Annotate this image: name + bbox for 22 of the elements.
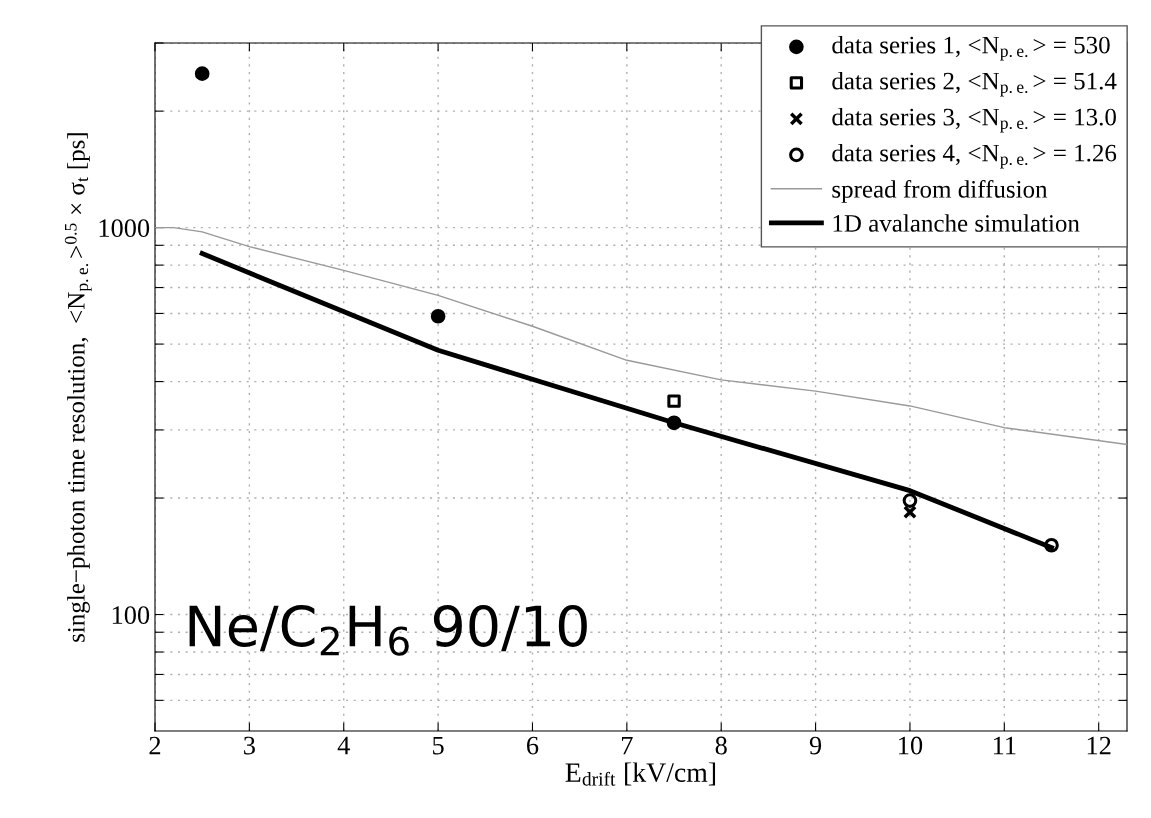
- x-tick-label: 6: [527, 736, 539, 755]
- x-tick-label: 5: [433, 736, 444, 755]
- x-tick-label: 12: [1087, 736, 1111, 755]
- x-tick-label: 9: [809, 736, 822, 755]
- annotation: Ne/C$_{2}$H$_{6}$ 90/10: [189, 604, 587, 656]
- x-tick-label: 7: [621, 736, 633, 755]
- legend-label: spread from diffusion: [832, 179, 1048, 203]
- legend-label: data series 4, <N$_{p.e.}$> = 1.26: [832, 143, 1117, 169]
- legend-label: data series 1, <N$_{p.e.}$> = 530: [832, 35, 1110, 61]
- x-tick-label: 10: [899, 736, 923, 755]
- x-tick-label: 4: [337, 736, 350, 755]
- legend-label: data series 2, <N$_{p.e.}$> = 51.4: [832, 71, 1117, 97]
- y-axis-title: single−photon time resolution, <N$_{p.e.}$>$^{0.5}$ × σ$_{t}$ [ps]: [64, 133, 92, 642]
- y-tick-label: 1000: [99, 219, 150, 238]
- x-tick-label: 11: [993, 736, 1016, 755]
- x-tick-label: 2: [149, 736, 161, 755]
- legend-label: 1D avalanche simulation: [833, 214, 1080, 232]
- x-tick-label: 8: [715, 736, 727, 755]
- x-axis-title: E$_{drift}$ [kV/cm]: [565, 762, 716, 786]
- legend-label: data series 3, <N$_{p.e.}$> = 13.0: [832, 107, 1116, 133]
- x-tick-label: 3: [244, 736, 255, 755]
- y-tick-label: 100: [112, 606, 150, 624]
